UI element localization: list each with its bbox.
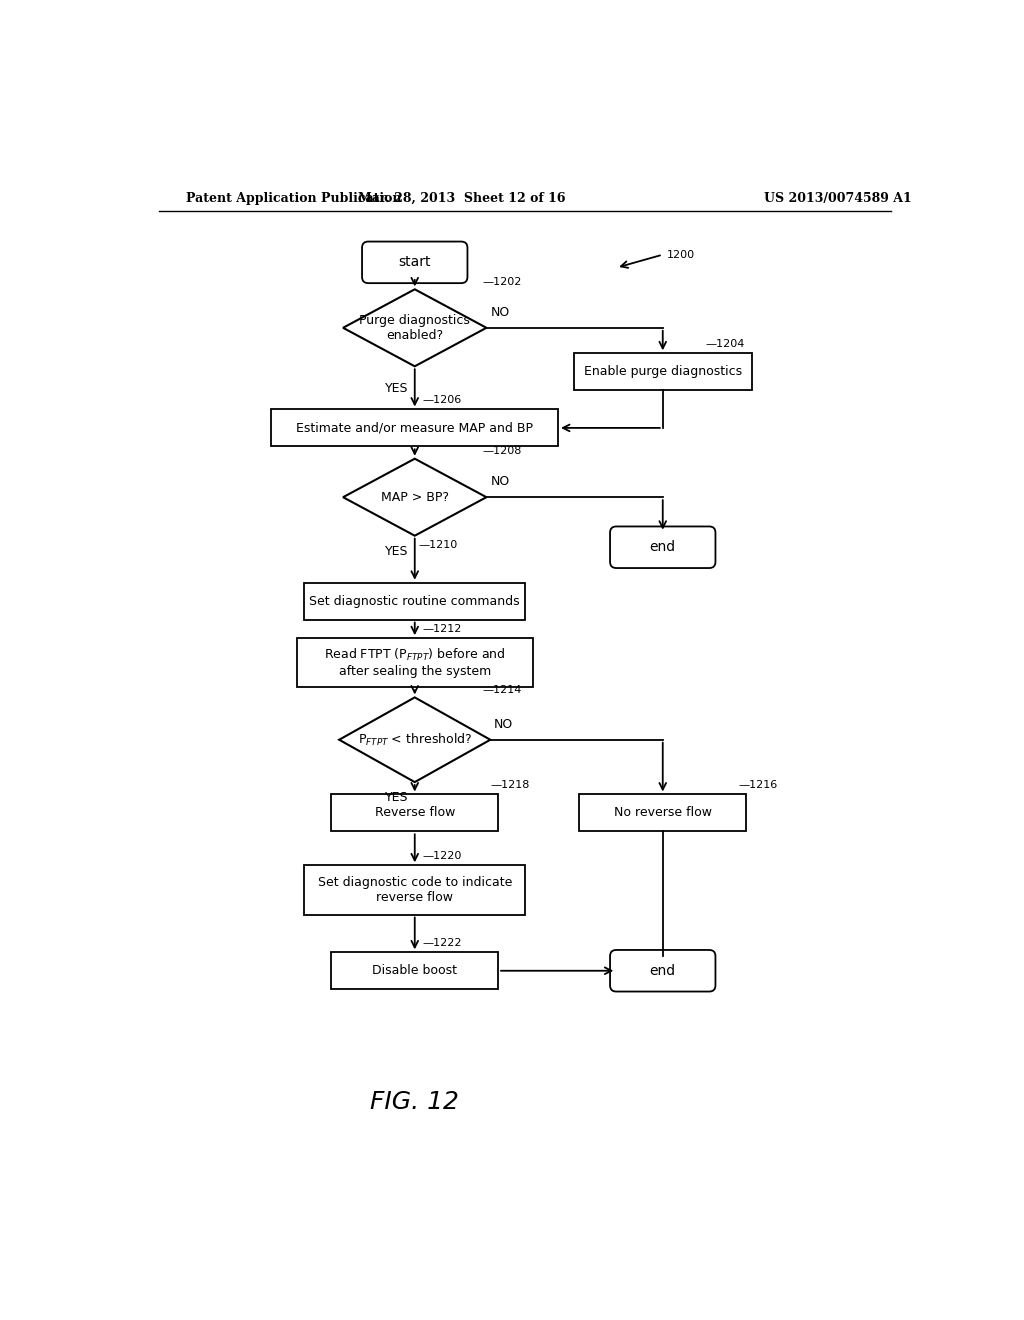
Bar [304, 582, 525, 619]
Text: start: start [398, 255, 431, 269]
Text: FIG. 12: FIG. 12 [371, 1089, 459, 1114]
Text: —1208: —1208 [482, 446, 522, 455]
Text: No reverse flow: No reverse flow [613, 807, 712, 820]
Text: NO: NO [490, 305, 510, 318]
Text: YES: YES [385, 792, 409, 804]
Text: —1206: —1206 [423, 395, 462, 405]
Text: Set diagnostic routine commands: Set diagnostic routine commands [309, 594, 520, 607]
Text: Mar. 28, 2013  Sheet 12 of 16: Mar. 28, 2013 Sheet 12 of 16 [357, 191, 565, 205]
Text: YES: YES [385, 381, 409, 395]
Text: —1216: —1216 [738, 780, 777, 791]
Text: NO: NO [490, 475, 510, 488]
Bar [332, 795, 498, 832]
Bar [332, 952, 498, 989]
Text: —1204: —1204 [706, 339, 744, 348]
Bar [573, 354, 752, 391]
Text: —1214: —1214 [482, 685, 522, 694]
Bar [580, 795, 746, 832]
Polygon shape [343, 289, 486, 367]
Text: NO: NO [495, 718, 513, 730]
Polygon shape [343, 459, 486, 536]
Text: US 2013/0074589 A1: US 2013/0074589 A1 [764, 191, 911, 205]
Text: MAP > BP?: MAP > BP? [381, 491, 449, 504]
FancyBboxPatch shape [362, 242, 467, 284]
Text: Enable purge diagnostics: Enable purge diagnostics [584, 366, 741, 379]
Text: Reverse flow: Reverse flow [375, 807, 455, 820]
Text: YES: YES [385, 545, 409, 558]
Text: 1200: 1200 [667, 249, 694, 260]
Text: Disable boost: Disable boost [373, 964, 458, 977]
FancyBboxPatch shape [610, 950, 716, 991]
Text: Read FTPT (P$_{FTPT}$) before and
after sealing the system: Read FTPT (P$_{FTPT}$) before and after … [324, 647, 506, 678]
Text: Estimate and/or measure MAP and BP: Estimate and/or measure MAP and BP [296, 421, 534, 434]
Text: Set diagnostic code to indicate
reverse flow: Set diagnostic code to indicate reverse … [317, 876, 512, 904]
Text: —1220: —1220 [423, 851, 462, 861]
Text: Patent Application Publication: Patent Application Publication [186, 191, 401, 205]
Polygon shape [339, 697, 490, 781]
Bar [297, 638, 532, 688]
Text: —1212: —1212 [423, 624, 462, 634]
Text: —1202: —1202 [482, 277, 522, 286]
Text: Purge diagnostics
enabled?: Purge diagnostics enabled? [359, 314, 470, 342]
Text: end: end [649, 964, 676, 978]
Text: end: end [649, 540, 676, 554]
Text: —1222: —1222 [423, 939, 462, 948]
Text: P$_{FTPT}$ < threshold?: P$_{FTPT}$ < threshold? [357, 731, 472, 748]
Text: —1210: —1210 [419, 540, 458, 550]
Bar [271, 409, 558, 446]
FancyBboxPatch shape [610, 527, 716, 568]
Text: —1218: —1218 [490, 780, 529, 791]
Bar [304, 866, 525, 915]
